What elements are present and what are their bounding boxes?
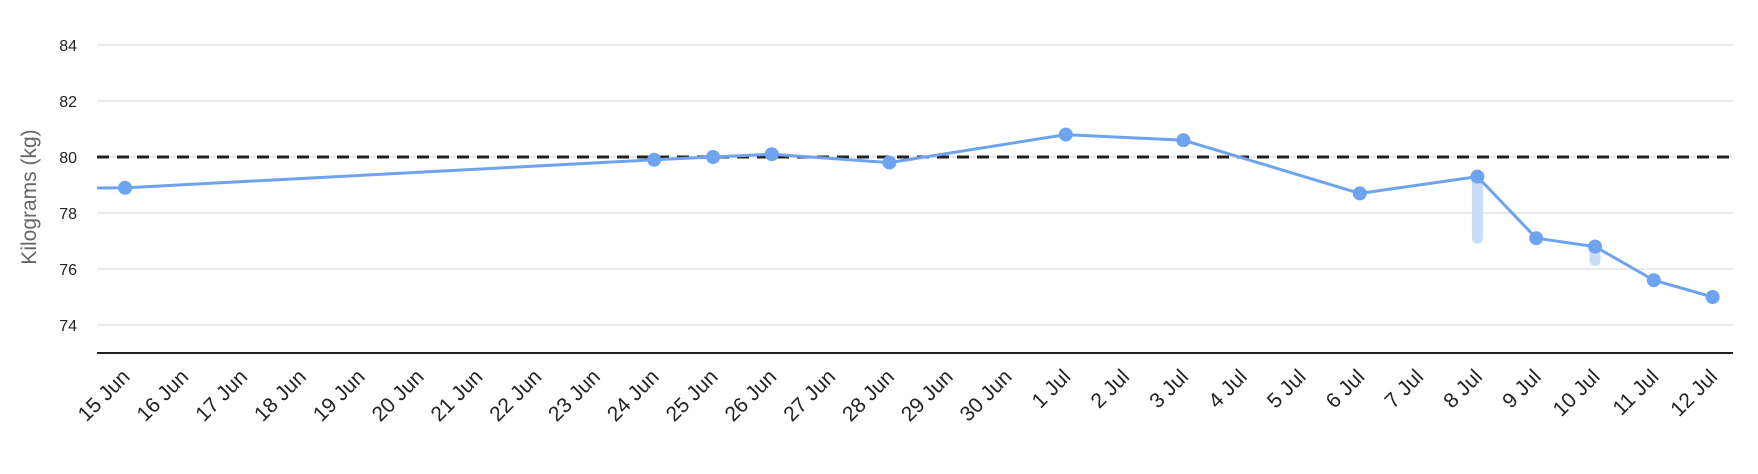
x-tick-label: 10 Jul <box>1549 365 1605 421</box>
range-bars <box>1471 171 1601 267</box>
data-point[interactable] <box>1176 133 1191 148</box>
y-tick-label: 84 <box>59 38 77 55</box>
x-tick-label: 2 Jul <box>1087 365 1135 413</box>
x-tick-label: 9 Jul <box>1498 365 1546 413</box>
x-tick-label: 16 Jun <box>132 365 193 426</box>
data-point[interactable] <box>882 155 897 170</box>
x-tick-label: 19 Jun <box>309 365 370 426</box>
x-tick-label: 12 Jul <box>1666 365 1722 421</box>
data-point[interactable] <box>764 147 779 162</box>
x-tick-label: 28 Jun <box>838 365 899 426</box>
x-tick-label: 5 Jul <box>1263 365 1311 413</box>
x-tick-label: 15 Jun <box>74 365 135 426</box>
x-tick-label: 11 Jul <box>1609 365 1664 420</box>
x-tick-label: 4 Jul <box>1204 365 1252 413</box>
x-tick-label: 8 Jul <box>1439 365 1487 413</box>
x-tick-label: 25 Jun <box>662 365 723 426</box>
x-tick-label: 29 Jun <box>897 365 958 426</box>
x-tick-label: 21 Jun <box>426 365 487 426</box>
data-point[interactable] <box>1588 239 1602 254</box>
data-point[interactable] <box>1058 127 1073 142</box>
data-point[interactable] <box>1529 231 1544 246</box>
y-tick-label: 80 <box>59 150 77 167</box>
series-line <box>96 133 1714 299</box>
data-points <box>118 127 1720 304</box>
x-tick-label: 1 Jul <box>1028 365 1076 413</box>
data-point[interactable] <box>1470 169 1485 184</box>
x-tick-label: 23 Jun <box>544 365 605 426</box>
x-tick-label: 6 Jul <box>1322 365 1370 413</box>
data-point[interactable] <box>118 180 132 195</box>
y-tick-label: 82 <box>59 94 77 111</box>
data-point[interactable] <box>1352 186 1367 201</box>
x-tick-label: 22 Jun <box>485 365 546 426</box>
x-tick-label: 18 Jun <box>250 365 311 426</box>
y-axis-ticks: 74 76 78 80 82 84 <box>59 38 77 335</box>
x-tick-label: 24 Jun <box>603 365 664 426</box>
x-tick-label: 26 Jun <box>720 365 781 426</box>
x-tick-label: 7 Jul <box>1381 365 1429 413</box>
x-tick-label: 3 Jul <box>1145 365 1193 413</box>
x-tick-label: 27 Jun <box>779 365 840 426</box>
data-point[interactable] <box>1705 290 1720 304</box>
y-axis-label: Kilograms (kg) <box>18 129 41 264</box>
y-tick-label: 74 <box>59 318 77 335</box>
x-tick-label: 17 Jun <box>191 365 252 426</box>
y-tick-label: 76 <box>59 262 77 279</box>
x-tick-label: 30 Jun <box>956 365 1017 426</box>
data-point[interactable] <box>647 152 662 167</box>
x-tick-label: 20 Jun <box>368 365 429 426</box>
data-point[interactable] <box>706 150 720 164</box>
gridlines <box>97 44 1733 326</box>
y-tick-label: 78 <box>59 206 77 223</box>
data-point[interactable] <box>1646 273 1661 288</box>
